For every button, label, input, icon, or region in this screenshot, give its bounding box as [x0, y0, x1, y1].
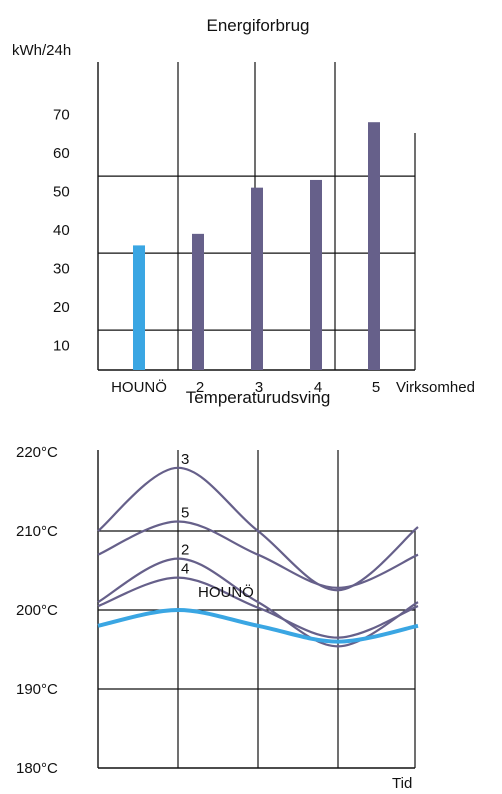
bar-x-tick-label: 4: [314, 379, 322, 396]
bar-y-tick-label: 60: [53, 145, 70, 162]
bar-y-tick-label: 70: [53, 107, 70, 124]
bar: [251, 187, 263, 370]
bar: [310, 179, 322, 370]
series-label: HOUNÖ: [198, 583, 254, 601]
bar: [133, 245, 145, 370]
line-y-tick-label: 180°C: [16, 760, 58, 777]
bar-y-tick-label: 20: [53, 299, 70, 316]
series-line: [97, 576, 419, 639]
bar: [192, 233, 204, 370]
series-label: 4: [181, 561, 189, 578]
bar-x-tick-label: 5: [372, 379, 380, 396]
line-chart-title: Temperaturudsving: [186, 388, 331, 407]
series-label: 5: [181, 505, 189, 522]
series-label: 3: [181, 451, 189, 468]
bar-chart-xlabel: Virksomhed: [396, 379, 475, 396]
series-line: [97, 466, 419, 592]
bar-y-tick-label: 50: [53, 184, 70, 201]
bar-y-tick-label: 30: [53, 261, 70, 278]
bar-y-tick-label: 10: [53, 338, 70, 355]
bar-chart-title: Energiforbrug: [206, 16, 309, 35]
series-line: [97, 520, 419, 589]
line-y-tick-label: 210°C: [16, 523, 58, 540]
bar-x-tick-label: HOUNÖ: [111, 378, 167, 396]
bar: [368, 122, 380, 370]
line-chart-xlabel: Tid: [392, 775, 412, 792]
bar-x-tick-label: 3: [255, 379, 263, 396]
line-y-tick-label: 190°C: [16, 681, 58, 698]
series-line: [97, 607, 419, 644]
line-y-tick-label: 200°C: [16, 602, 58, 619]
series-label: 2: [181, 542, 189, 559]
bar-chart-ylabel: kWh/24h: [12, 42, 71, 59]
bar-x-tick-label: 2: [196, 379, 204, 396]
line-y-tick-label: 220°C: [16, 444, 58, 461]
bar-y-tick-label: 40: [53, 222, 70, 239]
